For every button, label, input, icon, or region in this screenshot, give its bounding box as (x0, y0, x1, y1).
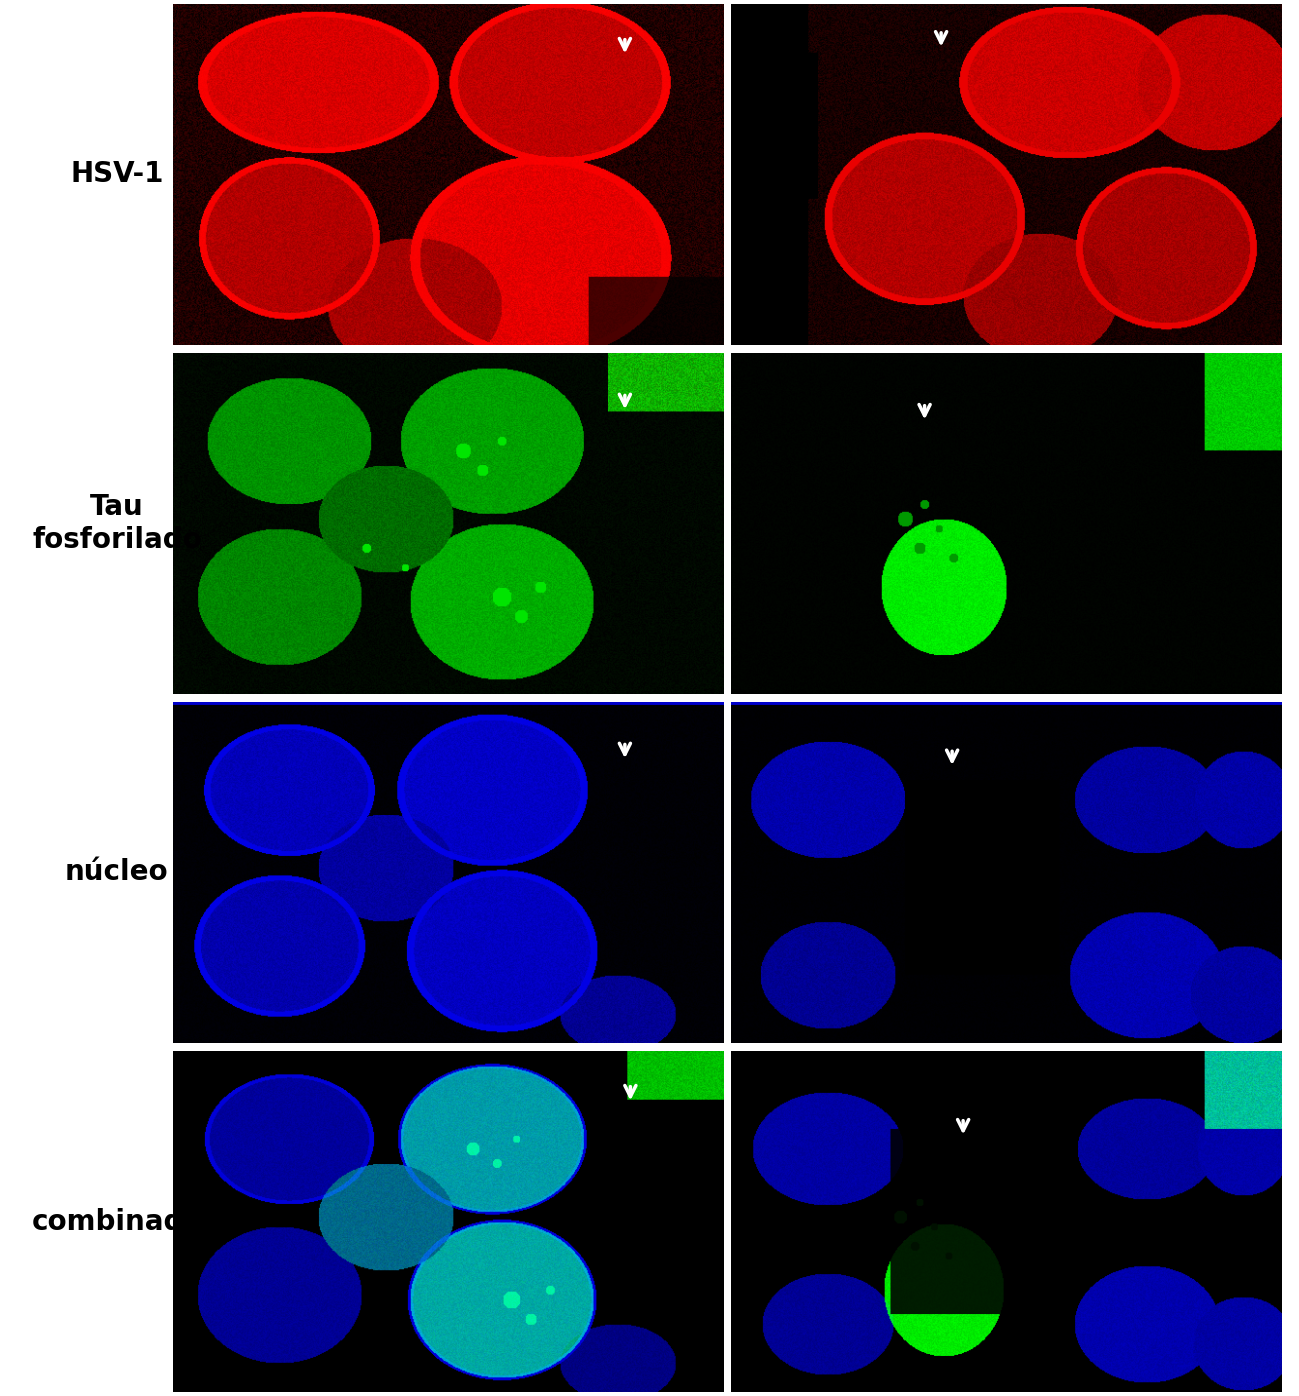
Text: Tau
fosforilado: Tau fosforilado (32, 493, 201, 554)
Text: HSV-1: HSV-1 (70, 161, 164, 188)
Text: combinada: combinada (31, 1208, 203, 1235)
Text: núcleo: núcleo (65, 859, 169, 886)
